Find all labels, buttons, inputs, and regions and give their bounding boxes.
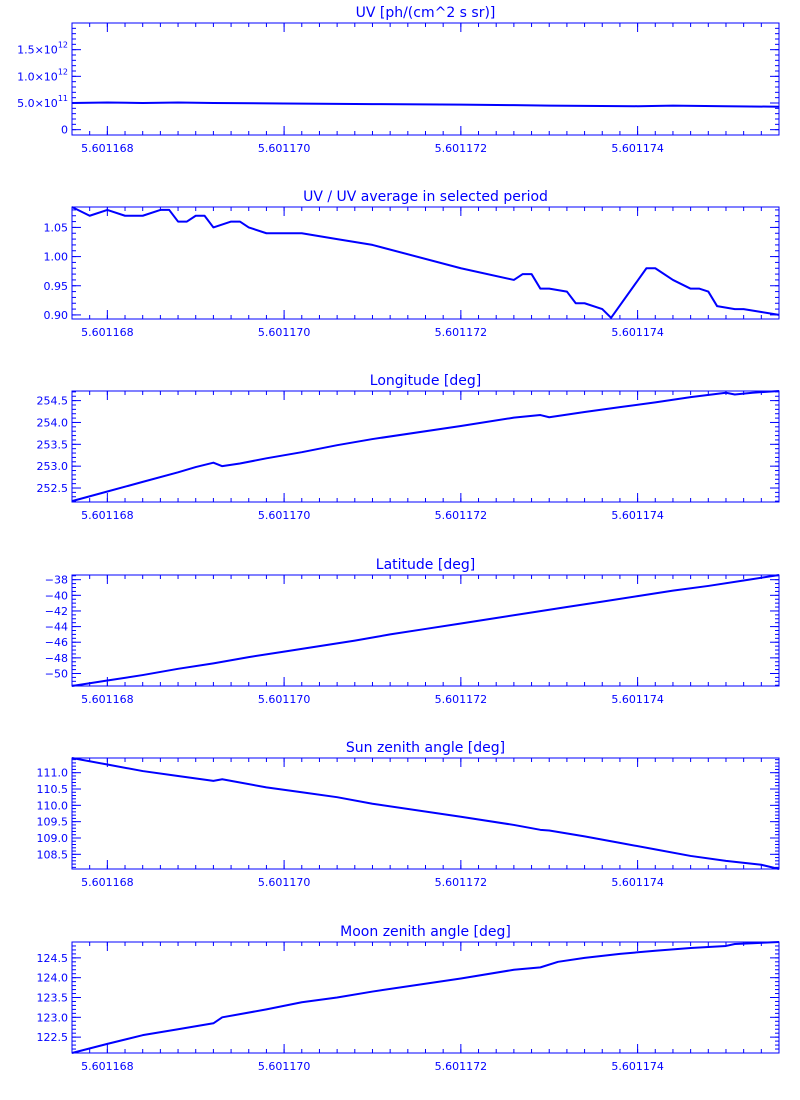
x-tick-label: 5.601172 xyxy=(435,876,488,889)
y-tick-label: 124.0 xyxy=(37,972,69,985)
y-tick-label: −42 xyxy=(45,605,68,618)
x-tick-label: 5.601172 xyxy=(435,693,488,706)
chart-title: Longitude [deg] xyxy=(370,373,481,389)
y-tick-label: −46 xyxy=(45,636,68,649)
x-tick-label: 5.601174 xyxy=(611,876,664,889)
y-tick-label: 1.0×1012 xyxy=(17,67,68,83)
y-tick-label: 123.5 xyxy=(37,992,69,1005)
x-tick-label: 5.601170 xyxy=(258,326,311,339)
x-tick-label: 5.601172 xyxy=(435,326,488,339)
x-tick-label: 5.601174 xyxy=(611,693,664,706)
x-tick-label: 5.601172 xyxy=(435,1060,488,1073)
y-tick-label: 253.5 xyxy=(37,438,69,451)
x-tick-label: 5.601170 xyxy=(258,1060,311,1073)
y-tick-label: −48 xyxy=(45,652,68,665)
chart-panel-5: Sun zenith angle [deg] 5.601168 5.601170 5.… xyxy=(37,740,780,889)
chart-panel-6: Moon zenith angle [deg] 5.601168 5.601170 5… xyxy=(37,924,780,1073)
series-line xyxy=(71,574,780,687)
y-tick-label: 5.0×1011 xyxy=(17,94,68,110)
y-tick-label: 0 xyxy=(61,124,68,137)
y-tick-label: 108.5 xyxy=(37,848,69,861)
x-tick-label: 5.601172 xyxy=(435,509,488,522)
x-tick-label: 5.601168 xyxy=(81,326,134,339)
y-tick-label: 254.0 xyxy=(37,416,69,429)
y-tick-label: 0.90 xyxy=(44,309,69,322)
series-line xyxy=(71,390,780,503)
y-tick-label: 111.0 xyxy=(37,767,69,780)
x-tick-label: 5.601170 xyxy=(258,876,311,889)
series-line xyxy=(71,101,780,108)
series-line xyxy=(71,941,780,1054)
chart-panel-1: UV [ph/(cm^2 s sr)] 5.601168 5.601170 5.601… xyxy=(17,5,780,155)
y-tick-label: 0.95 xyxy=(44,280,69,293)
x-tick-label: 5.601170 xyxy=(258,509,311,522)
chart-title: UV [ph/(cm^2 s sr)] xyxy=(356,5,496,21)
series-line xyxy=(71,206,780,319)
x-tick-label: 5.601168 xyxy=(81,142,134,155)
x-tick-label: 5.601170 xyxy=(258,693,311,706)
chart-title: Moon zenith angle [deg] xyxy=(340,924,511,940)
plot-frame xyxy=(71,206,780,320)
y-tick-label: 254.5 xyxy=(37,395,69,408)
x-tick-label: 5.601168 xyxy=(81,1060,134,1073)
y-tick-label: 123.0 xyxy=(37,1011,69,1024)
chart-title: Sun zenith angle [deg] xyxy=(346,740,505,756)
plot-frame xyxy=(71,941,780,1054)
chart-title: Latitude [deg] xyxy=(376,557,475,573)
y-tick-label: 122.5 xyxy=(37,1031,69,1044)
chart-panel-3: Longitude [deg] 5.601168 5.601170 5.601172 5… xyxy=(37,373,780,522)
y-tick-label: −38 xyxy=(45,574,68,587)
x-tick-label: 5.601174 xyxy=(611,142,664,155)
plot-frame xyxy=(71,22,780,136)
series-line xyxy=(71,757,780,870)
chart-title: UV / UV average in selected period xyxy=(303,189,548,205)
x-tick-label: 5.601168 xyxy=(81,876,134,889)
x-tick-label: 5.601172 xyxy=(435,142,488,155)
x-tick-label: 5.601168 xyxy=(81,509,134,522)
y-tick-label: 1.00 xyxy=(44,251,69,264)
y-tick-label: 1.05 xyxy=(44,221,69,234)
chart-panel-4: Latitude [deg] 5.601168 5.601170 5.601172 5.… xyxy=(45,557,780,706)
x-tick-label: 5.601174 xyxy=(611,326,664,339)
y-tick-label: −44 xyxy=(45,621,68,634)
y-tick-label: 124.5 xyxy=(37,952,69,965)
plot-frame xyxy=(71,390,780,503)
chart-panel-2: UV / UV average in selected period 5.6011… xyxy=(44,189,780,339)
y-tick-label: 110.5 xyxy=(37,783,69,796)
y-tick-label: 252.5 xyxy=(37,482,69,495)
y-tick-label: 253.0 xyxy=(37,460,69,473)
y-tick-label: 1.5×1012 xyxy=(17,41,68,57)
y-tick-label: 110.0 xyxy=(37,799,69,812)
x-tick-label: 5.601168 xyxy=(81,693,134,706)
x-tick-label: 5.601174 xyxy=(611,509,664,522)
x-tick-label: 5.601174 xyxy=(611,1060,664,1073)
y-tick-label: −50 xyxy=(45,667,68,680)
x-tick-label: 5.601170 xyxy=(258,142,311,155)
y-tick-label: −40 xyxy=(45,589,68,602)
y-tick-label: 109.5 xyxy=(37,816,69,829)
y-tick-label: 109.0 xyxy=(37,832,69,845)
